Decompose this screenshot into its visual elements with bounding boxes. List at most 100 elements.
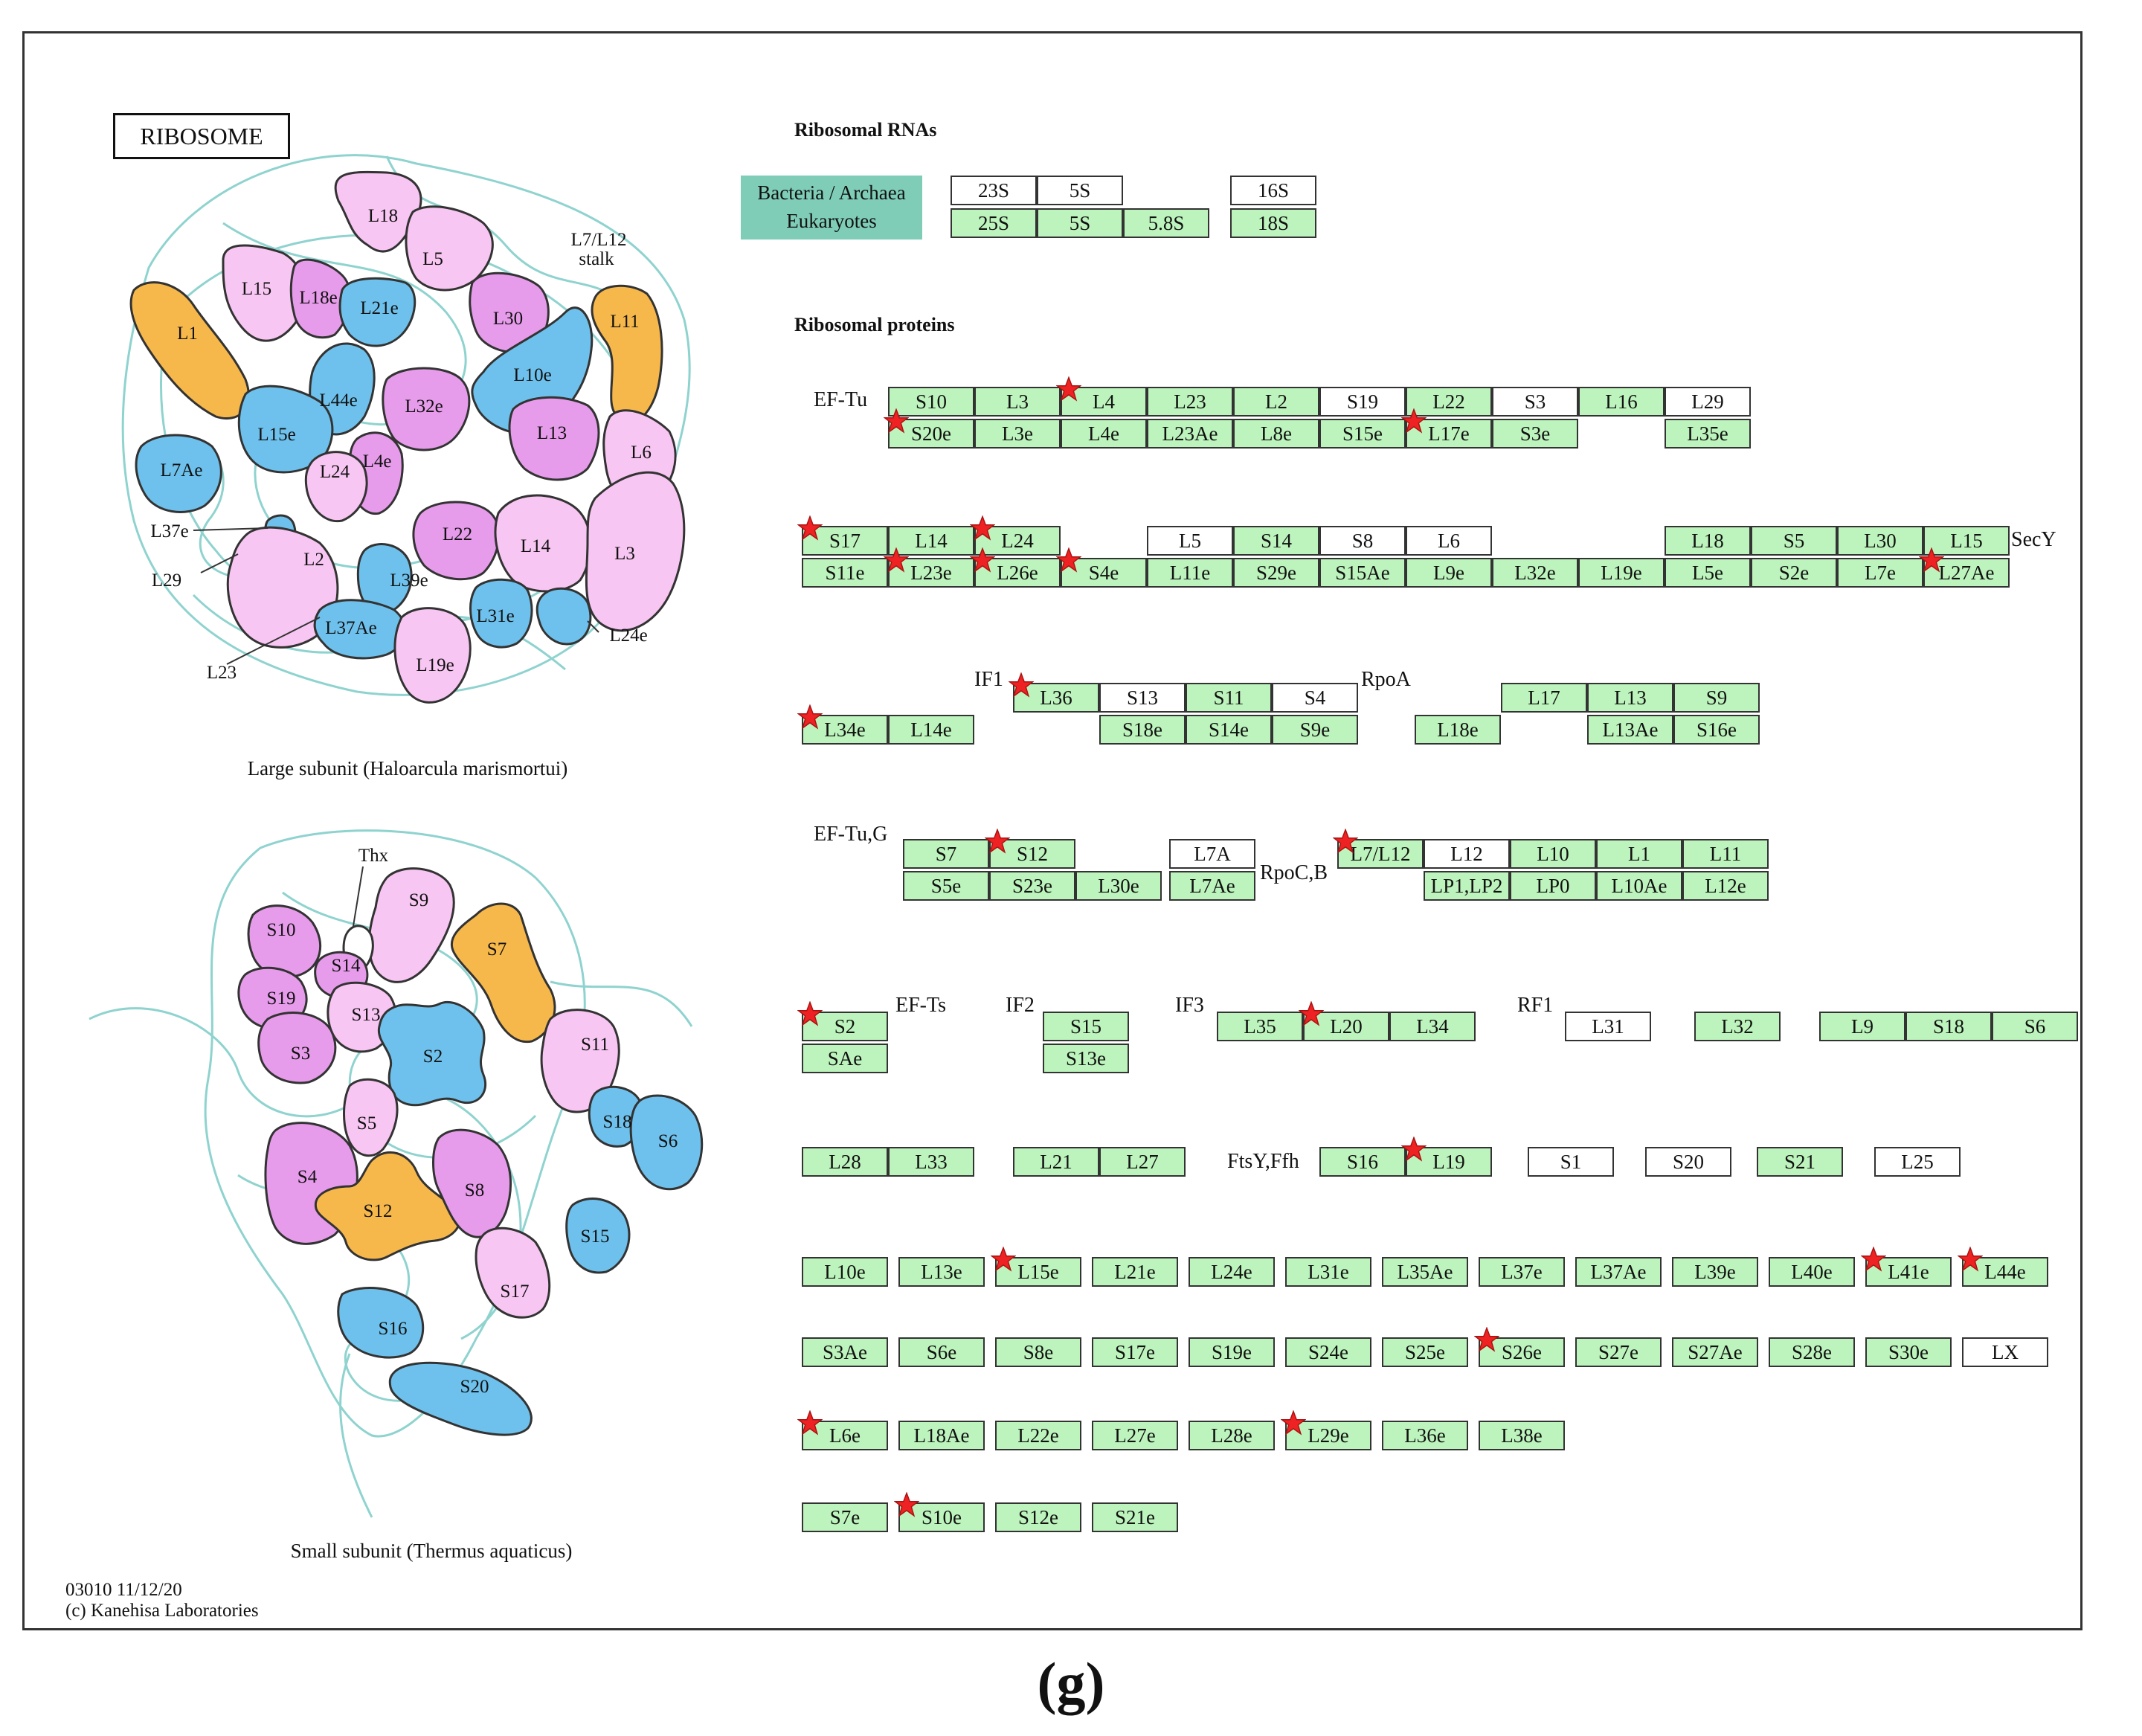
gene-box-s7[interactable]: S7 [903, 839, 989, 869]
gene-box-s5[interactable]: S5 [1751, 526, 1837, 556]
gene-box-l15e[interactable]: L15e [995, 1257, 1081, 1287]
gene-box-s12e[interactable]: S12e [995, 1502, 1081, 1532]
gene-box-s11e[interactable]: S11e [802, 558, 888, 588]
rna-box-5s[interactable]: 5S [1037, 176, 1123, 205]
gene-box-l13ae[interactable]: L13Ae [1587, 715, 1673, 745]
gene-box-l35e[interactable]: L35e [1665, 419, 1751, 449]
gene-box-l5[interactable]: L5 [1147, 526, 1233, 556]
gene-box-l44e[interactable]: L44e [1962, 1257, 2048, 1287]
gene-box-l23ae[interactable]: L23Ae [1147, 419, 1233, 449]
gene-box-l19e[interactable]: L19e [1578, 558, 1665, 588]
gene-box-l6[interactable]: L6 [1406, 526, 1492, 556]
gene-box-s24e[interactable]: S24e [1285, 1337, 1371, 1367]
gene-box-l35ae[interactable]: L35Ae [1382, 1257, 1468, 1287]
gene-box-l21[interactable]: L21 [1013, 1147, 1099, 1177]
gene-box-l4e[interactable]: L4e [1061, 419, 1147, 449]
gene-box-l9[interactable]: L9 [1819, 1012, 1905, 1041]
gene-box-s16[interactable]: S16 [1319, 1147, 1406, 1177]
gene-box-l37e[interactable]: L37e [1479, 1257, 1565, 1287]
gene-box-l41e[interactable]: L41e [1865, 1257, 1952, 1287]
gene-box-s17[interactable]: S17 [802, 526, 888, 556]
gene-box-l11[interactable]: L11 [1682, 839, 1769, 869]
gene-box-l37ae[interactable]: L37Ae [1575, 1257, 1662, 1287]
rna-box-5-8s[interactable]: 5.8S [1123, 208, 1209, 238]
gene-box-l13[interactable]: L13 [1587, 683, 1673, 713]
gene-box-s26e[interactable]: S26e [1479, 1337, 1565, 1367]
gene-box-s7e[interactable]: S7e [802, 1502, 888, 1532]
gene-box-l6e[interactable]: L6e [802, 1421, 888, 1450]
gene-box-l5e[interactable]: L5e [1665, 558, 1751, 588]
gene-box-l24[interactable]: L24 [974, 526, 1061, 556]
gene-box-l33[interactable]: L33 [888, 1147, 974, 1177]
gene-box-lx[interactable]: LX [1962, 1337, 2048, 1367]
gene-box-s21[interactable]: S21 [1757, 1147, 1843, 1177]
gene-box-s6[interactable]: S6 [1992, 1012, 2078, 1041]
gene-box-s3e[interactable]: S3e [1492, 419, 1578, 449]
gene-box-s28e[interactable]: S28e [1769, 1337, 1855, 1367]
gene-box-l30e[interactable]: L30e [1075, 871, 1162, 901]
gene-box-s8[interactable]: S8 [1319, 526, 1406, 556]
gene-box-l10[interactable]: L10 [1510, 839, 1596, 869]
gene-box-l18[interactable]: L18 [1665, 526, 1751, 556]
gene-box-l24e[interactable]: L24e [1189, 1257, 1275, 1287]
gene-box-l20[interactable]: L20 [1303, 1012, 1389, 1041]
gene-box-s9[interactable]: S9 [1673, 683, 1760, 713]
gene-box-l29[interactable]: L29 [1665, 387, 1751, 417]
rna-box-18s[interactable]: 18S [1230, 208, 1316, 238]
gene-box-s19e[interactable]: S19e [1189, 1337, 1275, 1367]
gene-box-sae[interactable]: SAe [802, 1044, 888, 1073]
gene-box-l10ae[interactable]: L10Ae [1596, 871, 1682, 901]
gene-box-l12e[interactable]: L12e [1682, 871, 1769, 901]
gene-box-s27ae[interactable]: S27Ae [1672, 1337, 1758, 1367]
gene-box-l7-l12[interactable]: L7/L12 [1337, 839, 1424, 869]
gene-box-s20[interactable]: S20 [1645, 1147, 1731, 1177]
gene-box-s19[interactable]: S19 [1319, 387, 1406, 417]
gene-box-l14e[interactable]: L14e [888, 715, 974, 745]
gene-box-l7a[interactable]: L7A [1169, 839, 1255, 869]
rna-box-16s[interactable]: 16S [1230, 176, 1316, 205]
gene-box-s4e[interactable]: S4e [1061, 558, 1147, 588]
gene-box-l39e[interactable]: L39e [1672, 1257, 1758, 1287]
gene-box-l32[interactable]: L32 [1694, 1012, 1781, 1041]
gene-box-l31e[interactable]: L31e [1285, 1257, 1371, 1287]
gene-box-s17e[interactable]: S17e [1092, 1337, 1178, 1367]
gene-box-l22[interactable]: L22 [1406, 387, 1492, 417]
gene-box-s4[interactable]: S4 [1272, 683, 1358, 713]
rna-box-5s[interactable]: 5S [1037, 208, 1123, 238]
gene-box-l29e[interactable]: L29e [1285, 1421, 1371, 1450]
gene-box-s13[interactable]: S13 [1099, 683, 1186, 713]
gene-box-l40e[interactable]: L40e [1769, 1257, 1855, 1287]
gene-box-l8e[interactable]: L8e [1233, 419, 1319, 449]
gene-box-l13e[interactable]: L13e [898, 1257, 985, 1287]
gene-box-l14[interactable]: L14 [888, 526, 974, 556]
gene-box-s10[interactable]: S10 [888, 387, 974, 417]
gene-box-s3[interactable]: S3 [1492, 387, 1578, 417]
gene-box-s10e[interactable]: S10e [898, 1502, 985, 1532]
gene-box-l27ae[interactable]: L27Ae [1923, 558, 2010, 588]
gene-box-s1[interactable]: S1 [1528, 1147, 1614, 1177]
gene-box-l17e[interactable]: L17e [1406, 419, 1492, 449]
gene-box-l7ae[interactable]: L7Ae [1169, 871, 1255, 901]
rna-box-23s[interactable]: 23S [951, 176, 1037, 205]
gene-box-l28[interactable]: L28 [802, 1147, 888, 1177]
gene-box-s12[interactable]: S12 [989, 839, 1075, 869]
gene-box-s2[interactable]: S2 [802, 1012, 888, 1041]
gene-box-s9e[interactable]: S9e [1272, 715, 1358, 745]
gene-box-s5e[interactable]: S5e [903, 871, 989, 901]
gene-box-l9e[interactable]: L9e [1406, 558, 1492, 588]
gene-box-l36e[interactable]: L36e [1382, 1421, 1468, 1450]
gene-box-l26e[interactable]: L26e [974, 558, 1061, 588]
gene-box-s18e[interactable]: S18e [1099, 715, 1186, 745]
gene-box-l32e[interactable]: L32e [1492, 558, 1578, 588]
gene-box-s29e[interactable]: S29e [1233, 558, 1319, 588]
gene-box-l23e[interactable]: L23e [888, 558, 974, 588]
gene-box-s14e[interactable]: S14e [1186, 715, 1272, 745]
gene-box-s30e[interactable]: S30e [1865, 1337, 1952, 1367]
gene-box-l19[interactable]: L19 [1406, 1147, 1492, 1177]
gene-box-l1[interactable]: L1 [1596, 839, 1682, 869]
gene-box-s6e[interactable]: S6e [898, 1337, 985, 1367]
gene-box-l36[interactable]: L36 [1013, 683, 1099, 713]
gene-box-s8e[interactable]: S8e [995, 1337, 1081, 1367]
gene-box-l25[interactable]: L25 [1874, 1147, 1961, 1177]
gene-box-l12[interactable]: L12 [1424, 839, 1510, 869]
